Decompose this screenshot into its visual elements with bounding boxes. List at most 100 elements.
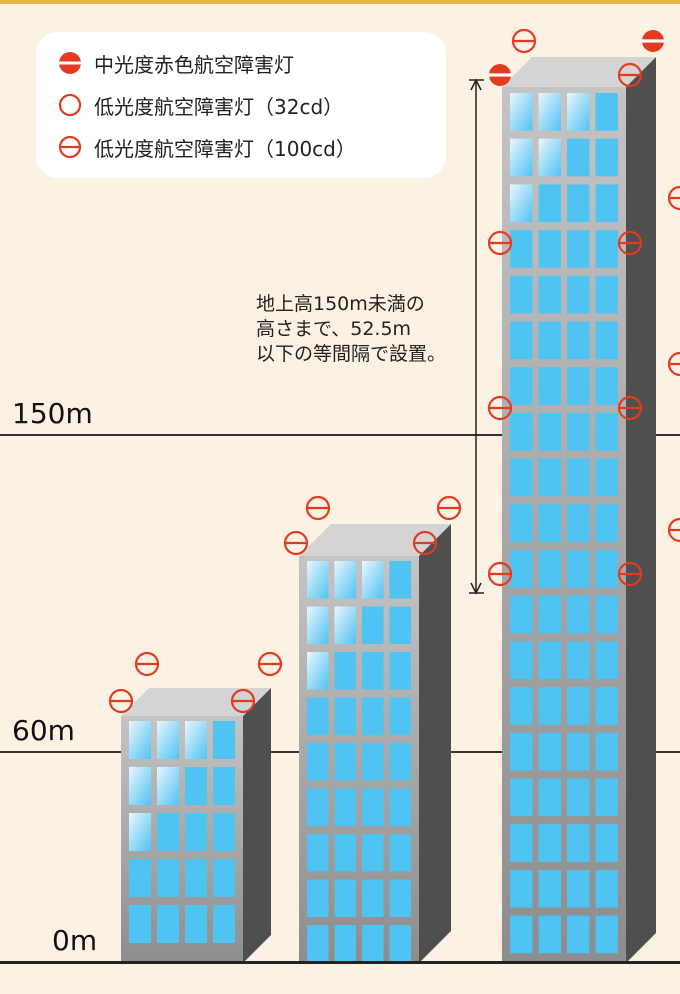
building-medium — [299, 524, 451, 963]
legend-item-medium-red: 中光度赤色航空障害灯 — [58, 48, 294, 78]
building-window — [538, 367, 561, 405]
building-window — [185, 859, 207, 897]
building-window — [595, 184, 618, 223]
building-window — [510, 230, 533, 268]
building-window — [538, 504, 561, 542]
legend-label: 中光度赤色航空障害灯 — [94, 52, 294, 77]
building-window — [567, 230, 590, 268]
height-label-0m: 0m — [52, 924, 98, 957]
low-100cd-light — [108, 688, 134, 714]
building-window — [185, 721, 207, 759]
building-window — [510, 275, 533, 314]
building-window — [362, 788, 384, 826]
building-window — [595, 230, 618, 268]
height-line-150m — [0, 434, 680, 436]
building-window — [307, 697, 329, 735]
building-window — [538, 93, 561, 131]
building-window — [157, 767, 179, 805]
building-window — [595, 778, 618, 817]
building-window — [595, 504, 618, 542]
building-window — [567, 504, 590, 542]
legend-label: 低光度航空障害灯（100cd） — [94, 136, 356, 161]
annotation-line-2: 高さまで、52.5m — [256, 318, 412, 340]
building-side — [419, 524, 451, 963]
building-window — [362, 697, 384, 735]
building-window — [389, 743, 411, 781]
building-window — [157, 905, 179, 943]
legend-label: 低光度航空障害灯（32cd） — [94, 94, 344, 119]
building-window — [334, 561, 356, 599]
low-100cd-light — [257, 651, 283, 677]
buildings-group — [121, 57, 656, 963]
building-window — [538, 458, 561, 497]
building-window — [567, 367, 590, 405]
building-window — [567, 778, 590, 817]
low-100cd-light — [511, 28, 537, 54]
building-window — [307, 606, 329, 644]
building-window — [129, 813, 151, 851]
building-window — [567, 93, 590, 131]
low-100cd-light — [667, 185, 680, 211]
building-window — [538, 275, 561, 314]
low-100cd-light — [487, 561, 513, 587]
building-window — [334, 743, 356, 781]
building-tall — [502, 57, 656, 963]
low-100cd-light — [617, 395, 643, 421]
building-window — [389, 879, 411, 917]
building-window — [129, 721, 151, 759]
height-label-150m: 150m — [12, 397, 93, 430]
building-window — [510, 778, 533, 817]
building-window — [595, 458, 618, 497]
building-window — [538, 824, 561, 862]
building-window — [334, 652, 356, 690]
low-100cd-light — [412, 530, 438, 556]
low-100cd-light — [305, 495, 331, 521]
building-window — [362, 606, 384, 644]
building-roof — [299, 524, 451, 556]
building-window — [595, 869, 618, 908]
building-window — [567, 732, 590, 771]
low-100cd-light — [617, 561, 643, 587]
building-window — [567, 412, 590, 451]
building-window — [213, 721, 235, 759]
building-window — [389, 788, 411, 826]
building-window — [538, 641, 561, 680]
building-window — [567, 321, 590, 360]
building-window — [510, 687, 533, 725]
medium-red-light — [489, 64, 511, 86]
building-window — [185, 813, 207, 851]
building-window — [538, 321, 561, 360]
building-window — [362, 652, 384, 690]
building-window — [510, 595, 533, 634]
building-window — [510, 184, 533, 223]
building-window — [567, 595, 590, 634]
legend-item-low-32cd: 低光度航空障害灯（32cd） — [58, 90, 343, 120]
building-window — [595, 641, 618, 680]
building-window — [538, 550, 561, 588]
building-window — [334, 697, 356, 735]
building-window — [389, 925, 411, 963]
building-window — [567, 184, 590, 223]
building-window — [389, 652, 411, 690]
aviation-lights-group — [108, 28, 680, 714]
building-window — [595, 687, 618, 725]
building-window — [307, 561, 329, 599]
building-window — [567, 915, 590, 954]
building-window — [538, 732, 561, 771]
building-window — [595, 550, 618, 588]
building-window — [595, 321, 618, 360]
building-window — [362, 834, 384, 872]
building-window — [510, 915, 533, 954]
building-window — [510, 367, 533, 405]
red-filled-disc-icon — [58, 52, 82, 74]
building-window — [510, 93, 533, 131]
building-window — [538, 915, 561, 954]
building-window — [307, 879, 329, 917]
top-accent-bar — [0, 0, 680, 4]
building-window — [538, 687, 561, 725]
building-window — [157, 721, 179, 759]
building-window — [362, 879, 384, 917]
building-window — [567, 550, 590, 588]
building-window — [213, 813, 235, 851]
